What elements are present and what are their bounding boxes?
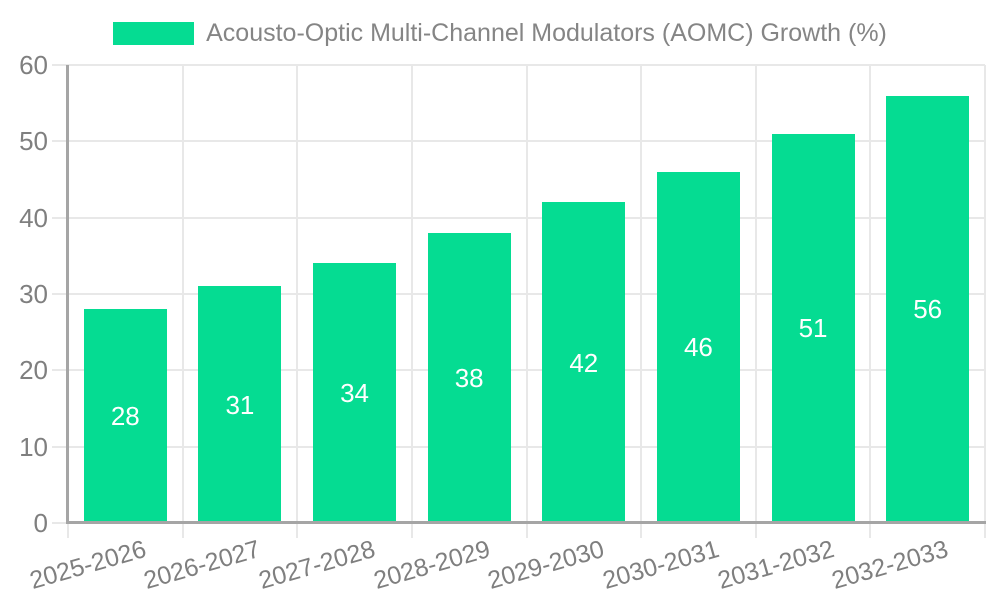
- y-axis-line: [66, 65, 69, 523]
- bar-2032-2033[interactable]: 56: [886, 95, 970, 523]
- bar-2029-2030[interactable]: 42: [542, 202, 626, 523]
- x-axis-label: 2032-2033: [828, 535, 952, 595]
- x-axis-label: 2029-2030: [484, 535, 608, 595]
- y-tick-label: 30: [19, 279, 48, 309]
- bar-2025-2026[interactable]: 28: [83, 309, 167, 523]
- x-axis-label: 2025-2026: [26, 535, 150, 595]
- x-axis-line: [66, 521, 986, 524]
- v-gridline: [640, 65, 643, 538]
- bar-value-label: 51: [798, 313, 828, 344]
- v-gridline: [296, 65, 299, 538]
- bar-value-label: 34: [340, 378, 370, 409]
- bar-value-label: 42: [569, 347, 599, 378]
- legend[interactable]: Acousto-Optic Multi-Channel Modulators (…: [0, 19, 1000, 48]
- y-tick-label: 0: [33, 508, 48, 538]
- bar-value-label: 46: [683, 332, 713, 363]
- bar-2028-2029[interactable]: 38: [427, 232, 511, 523]
- legend-swatch: [113, 22, 195, 45]
- x-axis-label: 2027-2028: [255, 535, 379, 595]
- v-gridline: [410, 65, 413, 538]
- bar-value-label: 56: [913, 294, 943, 325]
- h-gridline: [52, 293, 985, 295]
- h-gridline: [52, 140, 985, 143]
- h-gridline: [52, 64, 985, 66]
- v-gridline: [525, 65, 528, 538]
- y-tick-label: 50: [19, 126, 48, 157]
- x-axis-label: 2026-2027: [141, 535, 264, 595]
- h-gridline: [52, 445, 985, 448]
- y-tick-label: 60: [19, 50, 48, 80]
- v-gridline: [869, 65, 872, 538]
- y-tick-label: 20: [19, 355, 48, 386]
- y-tick-label: 10: [19, 431, 48, 462]
- bar-2026-2027[interactable]: 31: [198, 286, 282, 523]
- x-axis-label: 2028-2029: [370, 535, 493, 595]
- h-gridline: [52, 216, 985, 219]
- x-axis-label: 2031-2032: [714, 535, 837, 595]
- h-gridline: [52, 369, 985, 372]
- bar-value-label: 38: [454, 362, 484, 393]
- bar-value-label: 31: [225, 389, 255, 420]
- v-gridline: [181, 65, 184, 538]
- x-axis-label: 2030-2031: [599, 535, 723, 595]
- bar-2031-2032[interactable]: 51: [771, 133, 855, 523]
- legend-label: Acousto-Optic Multi-Channel Modulators (…: [206, 19, 887, 47]
- v-gridline: [984, 65, 986, 538]
- y-tick-label: 40: [19, 202, 48, 233]
- bar-2027-2028[interactable]: 34: [313, 263, 397, 523]
- bar-value-label: 28: [110, 401, 140, 432]
- v-gridline: [754, 65, 757, 538]
- bar-2030-2031[interactable]: 46: [656, 171, 740, 523]
